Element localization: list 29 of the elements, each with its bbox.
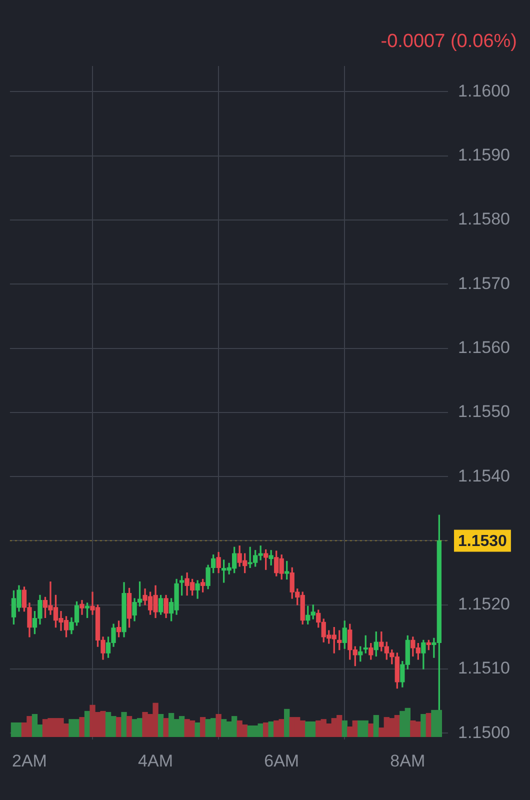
bar: [263, 722, 269, 737]
x-tick-label: 6AM: [264, 751, 300, 770]
bar: [79, 716, 85, 737]
y-tick-label: 1.1570: [458, 274, 510, 293]
bar: [284, 708, 290, 737]
bar: [342, 720, 348, 737]
bar: [163, 718, 169, 737]
bar: [126, 716, 132, 737]
y-tick-label: 1.1590: [458, 146, 510, 164]
bar: [420, 714, 426, 737]
x-tick-label: 2AM: [12, 751, 47, 770]
y-tick-label: 1.1560: [458, 338, 510, 357]
y-tick-label: 1.1600: [458, 81, 510, 100]
y-tick-label: 1.1500: [458, 722, 510, 742]
bar: [194, 722, 200, 737]
bar: [121, 712, 127, 737]
bar: [216, 714, 222, 737]
chart-title: -0.0007 (0.06%): [380, 31, 517, 52]
y-tick-label: 1.1520: [458, 594, 510, 614]
x-tick-label: 4AM: [138, 751, 174, 770]
ref-line-label: 1.1530: [458, 533, 508, 550]
y-tick-label: 1.1550: [458, 402, 510, 422]
bar: [373, 714, 379, 737]
y-tick-label: 1.1580: [458, 210, 510, 229]
x-tick-label: 8AM: [390, 751, 426, 770]
bar: [158, 714, 164, 737]
bar: [368, 723, 374, 737]
y-tick-label: 1.1510: [458, 658, 510, 678]
y-tick-label: 1.1540: [458, 466, 510, 486]
